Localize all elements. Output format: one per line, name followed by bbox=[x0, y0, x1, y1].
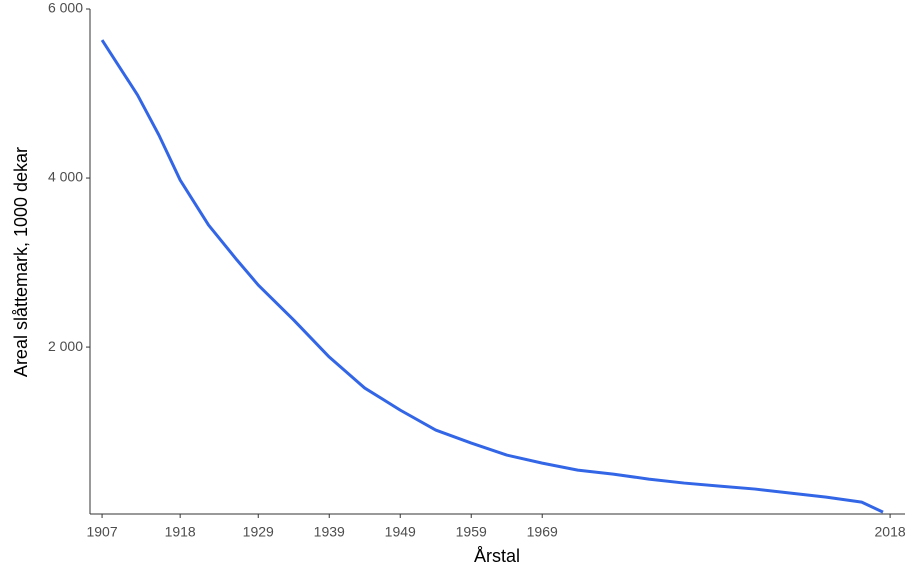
x-tick-label: 2018 bbox=[875, 524, 906, 540]
x-tick-label: 1907 bbox=[86, 524, 117, 540]
y-axis-title: Areal slåttemark, 1000 dekar bbox=[11, 147, 31, 377]
x-tick-label: 1929 bbox=[243, 524, 274, 540]
x-tick-label: 1949 bbox=[385, 524, 416, 540]
x-tick-label: 1959 bbox=[456, 524, 487, 540]
x-tick-label: 1939 bbox=[314, 524, 345, 540]
x-tick-label: 1918 bbox=[165, 524, 196, 540]
y-tick-label: 4 000 bbox=[48, 169, 83, 185]
y-tick-label: 2 000 bbox=[48, 338, 83, 354]
y-tick-label: 6 000 bbox=[48, 0, 83, 16]
data-line bbox=[100, 39, 884, 514]
x-tick-label: 1969 bbox=[527, 524, 558, 540]
x-axis-title: Årstal bbox=[474, 546, 520, 566]
